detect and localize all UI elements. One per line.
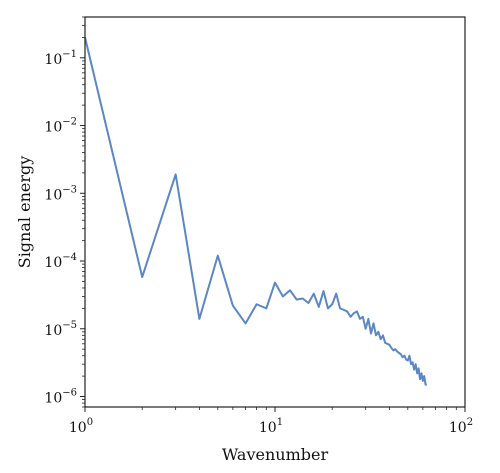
series-layer [84, 37, 427, 386]
x-tick-label: 100 [69, 417, 93, 436]
y-tick-label: 10−5 [44, 320, 77, 339]
ticks-layer: 100 101 102 10−6 10−5 10−4 10−3 10−2 10−1 [44, 16, 473, 436]
y-tick-label: 10−3 [44, 184, 77, 203]
y-tick-label: 10−1 [44, 49, 77, 68]
series-line [84, 37, 427, 386]
y-tick-label: 10−4 [44, 252, 77, 271]
plot-frame [84, 16, 466, 408]
x-tick-label: 101 [259, 417, 283, 436]
x-tick-label: 102 [449, 417, 473, 436]
y-tick-label: 10−6 [44, 388, 77, 407]
x-axis-label: Wavenumber [222, 445, 329, 464]
y-axis-label: Signal energy [15, 156, 34, 269]
y-tick-label: 10−2 [44, 117, 77, 136]
